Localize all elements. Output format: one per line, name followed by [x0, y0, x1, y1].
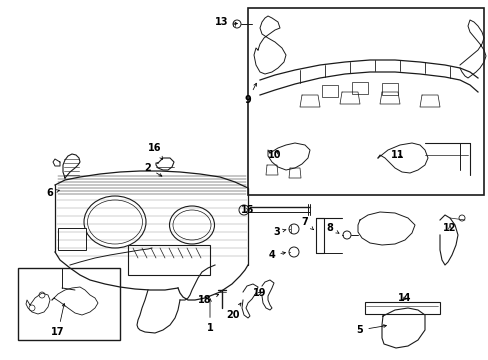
Text: 6: 6	[46, 188, 59, 198]
Text: 13: 13	[215, 17, 237, 27]
Bar	[128, 245, 209, 275]
Text: 2: 2	[144, 163, 162, 176]
Bar	[351, 82, 367, 94]
Bar	[321, 85, 337, 97]
Text: 11: 11	[390, 150, 404, 160]
Text: 15: 15	[241, 205, 254, 215]
Text: 12: 12	[442, 223, 456, 233]
Text: 16: 16	[148, 143, 162, 159]
Bar	[364, 302, 439, 314]
Text: 3: 3	[273, 227, 285, 237]
Bar	[58, 228, 86, 250]
Text: 5: 5	[356, 325, 386, 335]
Bar	[18, 268, 120, 340]
Bar	[315, 218, 324, 253]
Text: 14: 14	[397, 293, 411, 303]
Text: 17: 17	[51, 303, 65, 337]
Text: 20: 20	[226, 303, 241, 320]
Text: 19: 19	[253, 288, 266, 298]
Text: 4: 4	[268, 250, 285, 260]
Text: 7: 7	[301, 217, 313, 230]
Text: 18: 18	[198, 294, 218, 305]
Bar	[381, 83, 397, 95]
Text: 1: 1	[206, 299, 213, 333]
Text: 8: 8	[326, 223, 338, 233]
Bar	[247, 8, 483, 195]
Text: 9: 9	[244, 83, 256, 105]
Text: 10: 10	[268, 150, 281, 160]
